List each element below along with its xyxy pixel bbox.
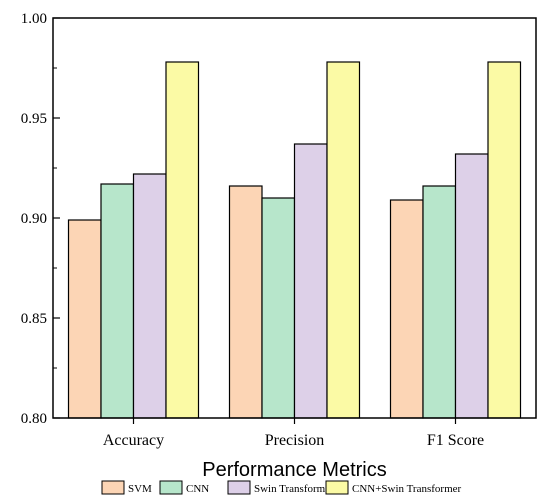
x-axis-title: Performance Metrics — [202, 459, 387, 481]
bar-cnn-precision — [261, 197, 296, 419]
x-tick-label: Precision — [265, 432, 325, 449]
bar-cnn-accuracy — [100, 183, 135, 419]
legend-swatch-swin-transformer — [227, 480, 251, 495]
bar-svm-precision — [228, 185, 263, 419]
y-tick-label: 0.85 — [21, 311, 47, 327]
x-tick-label: F1 Score — [427, 432, 484, 449]
legend-swatch-cnn — [159, 480, 183, 495]
plot-frame — [52, 17, 537, 419]
bars-group — [67, 61, 522, 419]
y-tick-label: 0.80 — [21, 411, 47, 427]
legend-swatch-cnn-swin-transformer — [325, 480, 349, 495]
bar-swin-transformer-accuracy — [132, 173, 167, 419]
legend-label: CNN — [186, 483, 209, 495]
legend-label: CNN+Swin Transformer — [352, 483, 462, 495]
bar-swin-transformer-f1-score — [454, 153, 489, 419]
y-axis: 0.80 0.85 0.90 0.95 1.00 — [21, 11, 60, 427]
y-tick-label: 0.90 — [21, 211, 47, 227]
bar-cnn-swin-transformer-accuracy — [165, 61, 200, 419]
bar-svm-accuracy — [67, 219, 102, 419]
legend: SVM CNN Swin Transformer CNN+Swin Transform… — [101, 480, 462, 495]
y-tick-label: 0.95 — [21, 111, 47, 127]
bar-svm-f1-score — [389, 199, 424, 419]
bar-cnn-swin-transformer-precision — [326, 61, 361, 419]
x-tick-label: Accuracy — [103, 432, 164, 449]
bar-swin-transformer-precision — [293, 143, 328, 419]
bar-cnn-f1-score — [422, 185, 457, 419]
legend-label: SVM — [128, 483, 152, 495]
legend-label: Swin Transformer — [254, 483, 334, 495]
y-tick-label: 1.00 — [21, 11, 47, 27]
legend-swatch-svm — [101, 480, 125, 495]
x-axis: Accuracy Precision F1 Score — [103, 418, 484, 449]
bar-cnn-swin-transformer-f1-score — [487, 61, 522, 419]
